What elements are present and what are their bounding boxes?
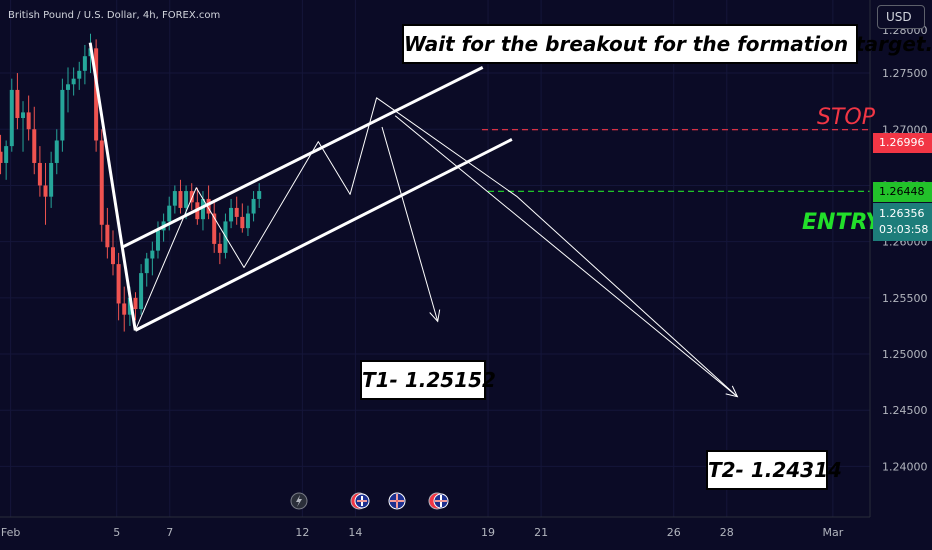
candle	[82, 44, 87, 85]
candle	[15, 73, 20, 130]
t1-arrow[interactable]	[381, 126, 439, 322]
arrow-head	[725, 385, 739, 398]
candle	[212, 202, 217, 253]
x-tick-label: 14	[348, 526, 362, 539]
x-tick-label: Mar	[822, 526, 843, 539]
candle	[71, 67, 76, 96]
channel-lower-line[interactable]	[134, 138, 513, 332]
candle	[49, 151, 54, 208]
bar-countdown: 03:03:58	[879, 223, 929, 236]
economic-events[interactable]	[290, 492, 449, 510]
x-tick-label: 26	[667, 526, 681, 539]
x-tick-label: 21	[534, 526, 548, 539]
t2-arrow[interactable]	[394, 115, 738, 398]
entry-label: ENTRY	[802, 210, 882, 235]
candle	[206, 185, 211, 220]
x-tick-label: 28	[720, 526, 734, 539]
candle	[43, 162, 48, 225]
y-tick-label: 1.25500	[882, 292, 928, 305]
candle	[234, 196, 239, 225]
candle	[122, 286, 127, 332]
candle	[172, 185, 177, 214]
y-tick-label: 1.27500	[882, 67, 928, 80]
candle	[240, 203, 245, 233]
candle	[21, 101, 26, 152]
stop-price-tag: 1.26996	[873, 133, 932, 153]
x-tick-label: 7	[166, 526, 173, 539]
candle	[257, 183, 262, 208]
candle	[66, 67, 71, 113]
candle	[32, 106, 37, 175]
candle	[144, 252, 149, 287]
uk-flag-icon[interactable]	[350, 492, 370, 510]
candle	[0, 134, 3, 175]
x-tick-label: Feb	[1, 526, 20, 539]
candle	[77, 61, 82, 90]
candle	[37, 146, 42, 197]
uk-flag-icon[interactable]	[388, 492, 406, 510]
x-tick-label: 12	[295, 526, 309, 539]
candle	[60, 78, 65, 152]
candle	[189, 183, 194, 211]
candle	[105, 207, 110, 259]
projected-zigzag[interactable]	[134, 97, 738, 398]
symbol-title[interactable]: British Pound / U.S. Dollar, 4h, FOREX.c…	[8, 10, 221, 21]
sell-off-line[interactable]	[88, 42, 137, 331]
channel-upper-line[interactable]	[121, 66, 484, 249]
y-tick-label: 1.25000	[882, 348, 928, 361]
candle	[155, 221, 160, 259]
target-one-label: T1- 1.25152	[360, 360, 496, 400]
candle	[116, 252, 121, 321]
candle	[139, 264, 144, 315]
candle	[251, 191, 256, 222]
candle	[150, 241, 155, 276]
candle	[26, 95, 31, 141]
candle	[200, 191, 205, 231]
arrow-head	[429, 309, 441, 323]
uk-flag-icon[interactable]	[428, 492, 449, 510]
candle	[229, 198, 234, 229]
currency-button[interactable]: USD	[877, 5, 925, 29]
candle	[217, 232, 222, 265]
x-tick-label: 19	[481, 526, 495, 539]
candle	[178, 179, 183, 214]
x-tick-label: 5	[113, 526, 120, 539]
candle	[9, 78, 14, 152]
candle	[94, 39, 99, 152]
candle	[99, 129, 104, 242]
candle	[110, 230, 115, 276]
current-price-tag: 1.26356 03:03:58	[873, 203, 932, 241]
candle	[245, 205, 250, 237]
stop-label: STOP	[817, 105, 875, 130]
lightning-icon[interactable]	[290, 492, 308, 510]
target-two-label: T2- 1.24314	[706, 450, 842, 490]
y-tick-label: 1.24000	[882, 460, 928, 473]
candle	[133, 292, 138, 321]
current-price-value: 1.26356	[879, 207, 925, 220]
candle	[54, 129, 59, 175]
y-tick-label: 1.24500	[882, 404, 928, 417]
candle	[184, 185, 189, 220]
entry-price-tag: 1.26448	[873, 182, 932, 202]
caption-text: Wait for the breakout for the formation …	[402, 24, 932, 64]
candle	[4, 140, 9, 180]
